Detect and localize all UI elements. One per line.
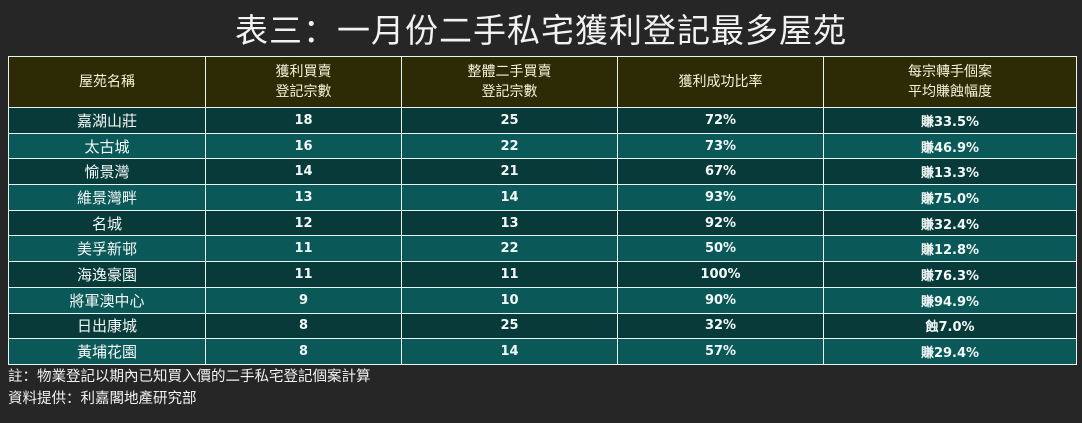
success-rate-cell: 67% [617, 158, 824, 186]
estate-name-cell: 嘉湖山莊 [8, 107, 206, 134]
success-rate-cell: 73% [617, 132, 824, 160]
avg-change-cell: 賺32.4% [823, 209, 1077, 237]
total-count-cell: 10 [401, 286, 618, 314]
header-estate-name: 屋苑名稱 [8, 56, 206, 108]
table-row: 將軍澳中心 9 10 90% 賺94.9% [8, 286, 1077, 314]
total-count-cell: 14 [401, 184, 618, 211]
estate-name-cell: 黃埔花園 [8, 338, 206, 365]
table-row: 維景灣畔 13 14 93% 賺75.0% [8, 184, 1077, 211]
total-count-cell: 21 [401, 158, 618, 186]
profit-count-cell: 12 [205, 209, 402, 237]
success-rate-cell: 57% [617, 338, 824, 365]
avg-change-cell: 賺33.5% [823, 107, 1077, 134]
estate-name-cell: 名城 [8, 209, 206, 237]
total-count-cell: 25 [401, 107, 618, 134]
estate-name-cell: 日出康城 [8, 312, 206, 340]
avg-change-cell: 賺12.8% [823, 235, 1077, 263]
profit-count-cell: 13 [205, 184, 402, 211]
total-count-cell: 13 [401, 209, 618, 237]
header-avg-change: 每宗轉手個案 平均賺蝕幅度 [823, 56, 1077, 108]
table-row: 日出康城 8 25 32% 蝕7.0% [8, 312, 1077, 340]
avg-change-cell: 賺46.9% [823, 132, 1077, 160]
total-count-cell: 22 [401, 132, 618, 160]
total-count-cell: 14 [401, 338, 618, 365]
table-row: 愉景灣 14 21 67% 賺13.3% [8, 158, 1077, 186]
success-rate-cell: 100% [617, 261, 824, 288]
methodology-note: 註：物業登記以期內已知買入價的二手私宅登記個案計算 [8, 369, 371, 385]
estate-profit-table: 屋苑名稱 獲利買賣 登記宗數 整體二手買賣 登記宗數 獲利成功比率 每宗轉手個案 平均… [8, 56, 1077, 365]
table-row: 海逸豪園 11 11 100% 賺76.3% [8, 261, 1077, 288]
success-rate-cell: 90% [617, 286, 824, 314]
profit-count-cell: 9 [205, 286, 402, 314]
estate-name-cell: 愉景灣 [8, 158, 206, 186]
total-count-cell: 22 [401, 235, 618, 263]
avg-change-cell: 賺13.3% [823, 158, 1077, 186]
table-row: 太古城 16 22 73% 賺46.9% [8, 132, 1077, 160]
table-row: 黃埔花園 8 14 57% 賺29.4% [8, 338, 1077, 365]
profit-count-cell: 18 [205, 107, 402, 134]
header-row: 屋苑名稱 獲利買賣 登記宗數 整體二手買賣 登記宗數 獲利成功比率 每宗轉手個案 平均… [8, 56, 1077, 108]
success-rate-cell: 93% [617, 184, 824, 211]
avg-change-cell: 賺29.4% [823, 338, 1077, 365]
total-count-cell: 11 [401, 261, 618, 288]
table-row: 美孚新邨 11 22 50% 賺12.8% [8, 235, 1077, 263]
table-row: 名城 12 13 92% 賺32.4% [8, 209, 1077, 237]
header-profit-count: 獲利買賣 登記宗數 [205, 56, 402, 108]
success-rate-cell: 32% [617, 312, 824, 340]
total-count-cell: 25 [401, 312, 618, 340]
footnotes: 註：物業登記以期內已知買入價的二手私宅登記個案計算 資料提供：利嘉閣地產研究部 [8, 366, 371, 410]
table-row: 嘉湖山莊 18 25 72% 賺33.5% [8, 107, 1077, 134]
success-rate-cell: 92% [617, 209, 824, 237]
header-total-count: 整體二手買賣 登記宗數 [401, 56, 618, 108]
profit-count-cell: 8 [205, 312, 402, 340]
success-rate-cell: 50% [617, 235, 824, 263]
profit-count-cell: 11 [205, 235, 402, 263]
success-rate-cell: 72% [617, 107, 824, 134]
avg-change-cell: 賺75.0% [823, 184, 1077, 211]
profit-count-cell: 16 [205, 132, 402, 160]
estate-name-cell: 美孚新邨 [8, 235, 206, 263]
estate-name-cell: 維景灣畔 [8, 184, 206, 211]
header-success-rate: 獲利成功比率 [617, 56, 824, 108]
estate-name-cell: 太古城 [8, 132, 206, 160]
source-note: 資料提供：利嘉閣地產研究部 [8, 391, 197, 407]
table-title: 表三：一月份二手私宅獲利登記最多屋苑 [235, 11, 847, 50]
avg-change-cell: 賺94.9% [823, 286, 1077, 314]
profit-count-cell: 14 [205, 158, 402, 186]
profit-count-cell: 8 [205, 338, 402, 365]
estate-name-cell: 海逸豪園 [8, 261, 206, 288]
avg-change-cell: 賺76.3% [823, 261, 1077, 288]
estate-name-cell: 將軍澳中心 [8, 286, 206, 314]
avg-change-cell: 蝕7.0% [823, 312, 1077, 340]
profit-count-cell: 11 [205, 261, 402, 288]
